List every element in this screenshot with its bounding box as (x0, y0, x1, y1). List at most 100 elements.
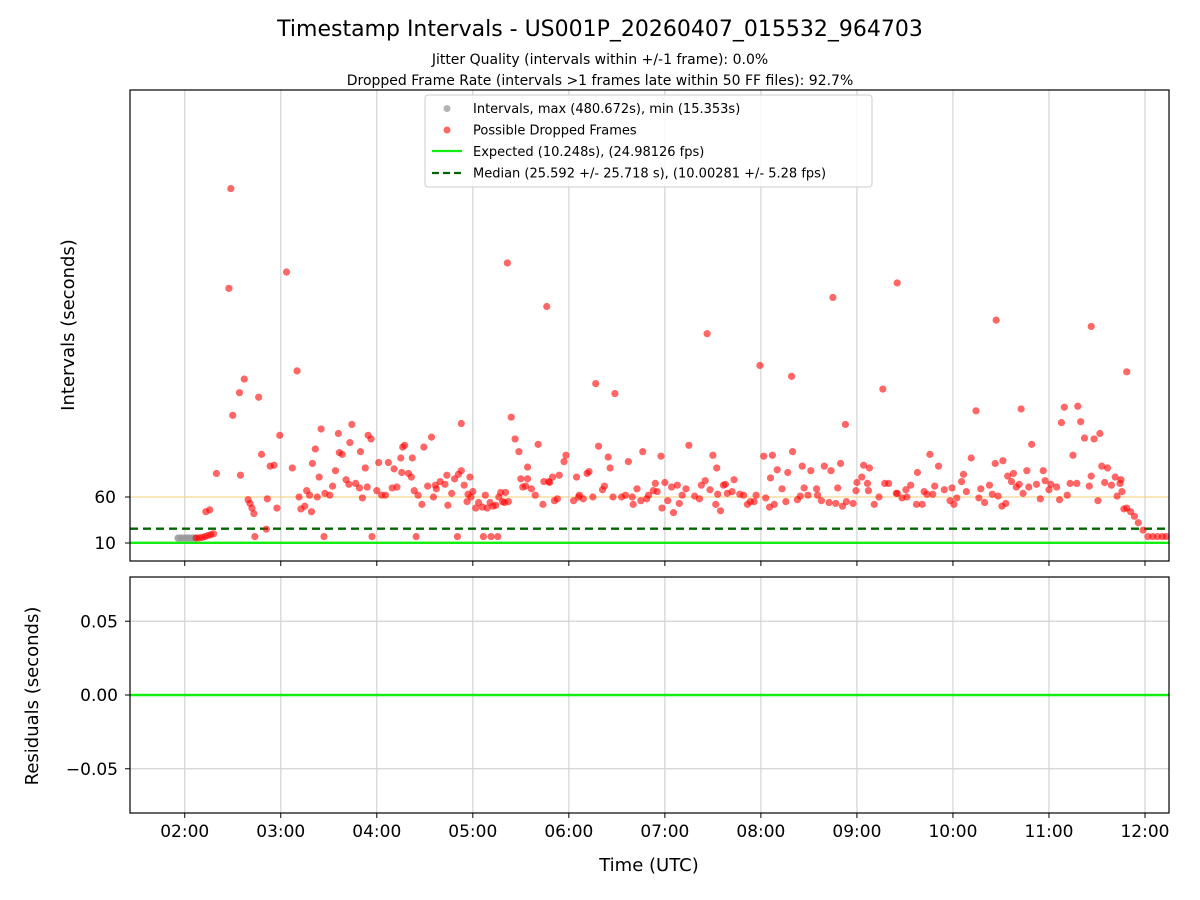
legend-marker-dropped (443, 126, 451, 134)
dropped-frame-point (270, 461, 278, 469)
intervals-plot-frame (129, 89, 1170, 562)
dropped-frame-point (1066, 479, 1074, 487)
dropped-frame-point (637, 497, 645, 505)
dropped-frame-point (492, 501, 500, 509)
dropped-frame-point (881, 479, 889, 487)
dropped-frame-point (326, 491, 334, 499)
dropped-frame-point (398, 468, 406, 477)
dropped-frame-point (1080, 434, 1089, 442)
dropped-frame-point (412, 532, 420, 541)
dropped-frame-point (483, 504, 491, 512)
dropped-frame-point (716, 507, 725, 515)
dropped-frame-point (633, 485, 641, 493)
legend-label-median: Median (25.592 +/- 25.718 s), (10.00281 … (473, 167, 826, 182)
dropped-frame-point (523, 463, 532, 471)
dropped-frame-point (273, 504, 281, 512)
dropped-frame-point (466, 473, 474, 481)
dropped-frame-point (399, 443, 407, 451)
dropped-frame-point (673, 481, 681, 489)
dropped-frame-point (276, 431, 284, 439)
dropped-frame-point (257, 450, 266, 458)
dropped-frame-point (879, 385, 887, 393)
dropped-frame-point (664, 497, 672, 505)
dropped-frame-point (804, 491, 812, 499)
dropped-frame-point (695, 495, 704, 503)
dropped-frame-point (432, 485, 440, 493)
dropped-frame-point (836, 459, 845, 468)
dropped-frame-point (948, 484, 956, 492)
dropped-frame-point (248, 504, 256, 512)
dropped-frame-point (311, 445, 319, 453)
dropped-frame-point (338, 450, 346, 458)
chart-subtitle-dropped: Dropped Frame Rate (intervals >1 frames … (347, 73, 854, 89)
x-tick-label: 09:00 (832, 822, 881, 842)
dropped-frame-point (1118, 487, 1126, 496)
dropped-frame-point (934, 462, 943, 470)
dropped-frame-point (712, 500, 720, 508)
dropped-frame-point (414, 491, 422, 499)
dropped-frame-point (562, 451, 570, 459)
dropped-frame-point (453, 532, 462, 541)
intervals-points (174, 184, 1170, 542)
dropped-frame-point (1085, 482, 1093, 490)
dropped-frame-point (598, 486, 607, 494)
dropped-frame-point (1015, 480, 1023, 488)
x-tick-label: 11:00 (1024, 822, 1073, 842)
dropped-frame-point (1055, 496, 1064, 504)
dropped-frame-point (706, 486, 714, 494)
dropped-frame-point (501, 488, 510, 497)
dropped-frame-point (522, 482, 530, 490)
dropped-frame-point (209, 530, 218, 538)
dropped-frame-point (361, 464, 369, 472)
dropped-frame-point (500, 498, 509, 507)
dropped-frame-point (585, 468, 593, 476)
dropped-frame-point (860, 461, 868, 469)
dropped-frame-point (301, 502, 309, 510)
dropped-frame-point (657, 452, 665, 460)
dropped-frame-point (865, 464, 873, 472)
dropped-frame-point (358, 494, 366, 502)
residuals-y-tick-label: 0.05 (80, 612, 118, 632)
dropped-frame-point (740, 491, 748, 499)
dropped-frame-point (658, 504, 666, 512)
dropped-frame-point (443, 471, 451, 479)
dropped-frame-point (1063, 491, 1071, 499)
dropped-frame-point (1077, 418, 1085, 426)
dropped-frame-point (356, 448, 365, 456)
dropped-frame-point (229, 411, 237, 419)
dropped-frame-point (875, 493, 883, 501)
dropped-frame-point (427, 433, 436, 441)
dropped-frame-point (317, 425, 325, 433)
dropped-frame-point (293, 367, 301, 375)
dropped-frame-point (940, 486, 948, 494)
dropped-frame-point (651, 479, 659, 487)
x-tick-label: 12:00 (1120, 822, 1169, 842)
intervals-y-tick-label: 60 (94, 488, 116, 508)
dropped-frame-point (834, 484, 842, 492)
dropped-frame-point (345, 480, 353, 488)
dropped-frame-point (853, 478, 861, 487)
legend-box (424, 94, 873, 188)
dropped-frame-point (975, 494, 983, 502)
dropped-frame-point (604, 453, 612, 461)
dropped-frame-point (746, 498, 754, 506)
dropped-frame-point (624, 458, 632, 466)
dropped-frame-point (817, 497, 825, 505)
x-tick-label: 07:00 (640, 822, 689, 842)
x-tick-label: 02:00 (160, 822, 209, 842)
dropped-frame-point (1069, 451, 1077, 459)
dropped-frame-point (1028, 440, 1036, 448)
dropped-frame-point (397, 454, 405, 462)
dropped-frame-point (1096, 429, 1104, 438)
dropped-frame-point (1098, 462, 1106, 470)
dropped-frame-point (926, 450, 934, 458)
dropped-frame-point (697, 481, 705, 489)
dropped-frame-point (902, 486, 910, 494)
dropped-frame-point (1139, 526, 1147, 534)
dropped-frame-point (1123, 368, 1131, 376)
dropped-frame-point (1039, 467, 1047, 475)
legend-label-dropped: Possible Dropped Frames (473, 124, 637, 139)
dropped-frame-point (572, 473, 581, 481)
dropped-frame-point (991, 459, 999, 468)
